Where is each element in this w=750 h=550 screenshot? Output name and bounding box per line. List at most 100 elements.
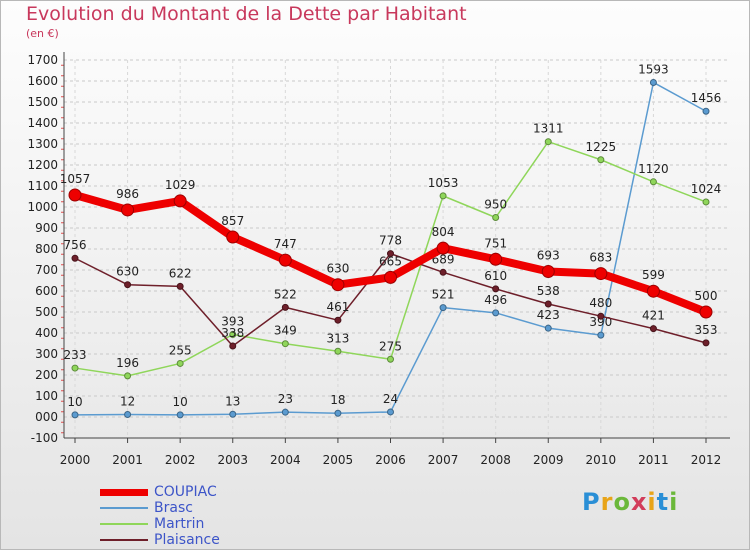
- data-label-coupiac: 599: [642, 268, 665, 282]
- data-label-plaisance: 622: [169, 266, 192, 280]
- data-label-coupiac: 693: [537, 248, 560, 262]
- data-label-martrin: 1311: [533, 122, 564, 136]
- data-label-martrin: 196: [116, 356, 139, 370]
- data-label-coupiac: 986: [116, 187, 139, 201]
- data-label-brasc: 496: [484, 293, 507, 307]
- data-point-brasc: [334, 409, 342, 417]
- y-tick-label: 200: [35, 368, 58, 382]
- data-label-brasc: 521: [432, 288, 455, 302]
- y-tick-label: 1500: [27, 95, 58, 109]
- data-label-martrin: 1225: [586, 140, 617, 154]
- data-point-martrin: [544, 138, 552, 146]
- data-point-plaisance: [544, 300, 552, 308]
- data-point-brasc: [281, 408, 289, 416]
- legend-item-plaisance: Plaisance: [100, 532, 300, 548]
- data-point-plaisance: [597, 312, 605, 320]
- y-tick-label: 1300: [27, 137, 58, 151]
- data-point-martrin: [702, 198, 710, 206]
- data-point-plaisance: [176, 282, 184, 290]
- data-point-coupiac: [436, 241, 450, 255]
- data-label-martrin: 255: [169, 343, 192, 357]
- y-tick-label: 400: [35, 326, 58, 340]
- legend-swatch-brasc: [100, 507, 148, 509]
- x-tick-label: 2001: [112, 453, 143, 467]
- legend-item-martrin: Martrin: [100, 516, 300, 532]
- data-point-plaisance: [649, 325, 657, 333]
- data-label-coupiac: 630: [326, 262, 349, 276]
- data-point-coupiac: [226, 230, 240, 244]
- y-tick-label: 600: [35, 284, 58, 298]
- data-label-martrin: 1024: [691, 182, 722, 196]
- data-point-brasc: [176, 411, 184, 419]
- data-label-martrin: 349: [274, 324, 297, 338]
- data-point-plaisance: [71, 254, 79, 262]
- data-label-coupiac: 804: [432, 225, 455, 239]
- x-tick-label: 2002: [165, 453, 196, 467]
- data-point-martrin: [597, 156, 605, 164]
- data-point-martrin: [492, 214, 500, 221]
- logo-letter: i: [647, 488, 657, 516]
- legend-label-martrin: Martrin: [154, 516, 205, 532]
- legend-label-coupiac: COUPIAC: [154, 484, 217, 500]
- data-label-brasc: 12: [120, 394, 135, 408]
- y-tick-label: 000: [35, 410, 58, 424]
- data-point-plaisance: [702, 339, 710, 347]
- logo-letter: t: [656, 488, 670, 516]
- data-point-brasc: [387, 408, 394, 416]
- data-point-coupiac: [331, 278, 345, 292]
- data-label-plaisance: 756: [64, 238, 87, 252]
- logo-letter: r: [600, 488, 614, 516]
- y-tick-label: 1600: [27, 74, 58, 88]
- data-point-brasc: [439, 304, 447, 312]
- data-label-coupiac: 665: [379, 254, 402, 268]
- data-point-coupiac: [384, 270, 397, 284]
- legend-swatch-coupiac: [100, 489, 148, 496]
- data-label-martrin: 313: [326, 331, 349, 345]
- data-point-martrin: [124, 372, 132, 380]
- data-label-plaisance: 353: [695, 323, 718, 337]
- legend-swatch-plaisance: [100, 539, 148, 541]
- data-label-coupiac: 1029: [165, 178, 196, 192]
- data-point-coupiac: [489, 252, 503, 266]
- data-point-coupiac: [541, 264, 555, 278]
- data-point-brasc: [71, 411, 79, 419]
- y-tick-label: 1200: [27, 158, 58, 172]
- data-label-plaisance: 538: [537, 284, 560, 298]
- data-label-brasc: 10: [67, 395, 82, 409]
- x-tick-label: 2006: [375, 453, 406, 467]
- data-label-plaisance: 778: [379, 234, 402, 248]
- legend-item-coupiac: COUPIAC: [100, 484, 300, 500]
- data-point-martrin: [649, 178, 657, 186]
- data-label-coupiac: 857: [221, 214, 244, 228]
- y-tick-label: 1700: [27, 53, 58, 67]
- x-tick-label: 2009: [533, 453, 564, 467]
- data-point-martrin: [71, 364, 79, 372]
- x-tick-label: 2004: [270, 453, 301, 467]
- data-point-plaisance: [281, 303, 289, 311]
- data-label-coupiac: 751: [484, 236, 507, 250]
- logo-letter: o: [613, 488, 631, 516]
- data-point-plaisance: [229, 342, 237, 350]
- logo-letter: i: [669, 488, 679, 516]
- data-label-brasc: 1456: [691, 91, 722, 105]
- data-label-plaisance: 610: [484, 269, 507, 283]
- data-label-martrin: 275: [379, 339, 402, 353]
- data-label-plaisance: 522: [274, 287, 297, 301]
- y-tick-label: 1400: [27, 116, 58, 130]
- legend: COUPIAC Brasc Martrin Plaisance: [100, 484, 300, 548]
- data-label-coupiac: 500: [695, 289, 718, 303]
- data-point-plaisance: [492, 285, 500, 293]
- data-point-brasc: [124, 410, 132, 418]
- data-point-plaisance: [439, 268, 447, 276]
- data-label-martrin: 1120: [638, 162, 669, 176]
- data-label-martrin: 393: [221, 314, 244, 328]
- data-label-brasc: 24: [383, 392, 398, 406]
- data-label-brasc: 390: [589, 315, 612, 329]
- data-point-brasc: [544, 324, 552, 332]
- data-label-martrin: 950: [484, 198, 507, 212]
- x-tick-label: 2012: [691, 453, 722, 467]
- logo-letter: x: [630, 488, 648, 516]
- data-point-martrin: [439, 192, 447, 200]
- x-tick-label: 2008: [480, 453, 511, 467]
